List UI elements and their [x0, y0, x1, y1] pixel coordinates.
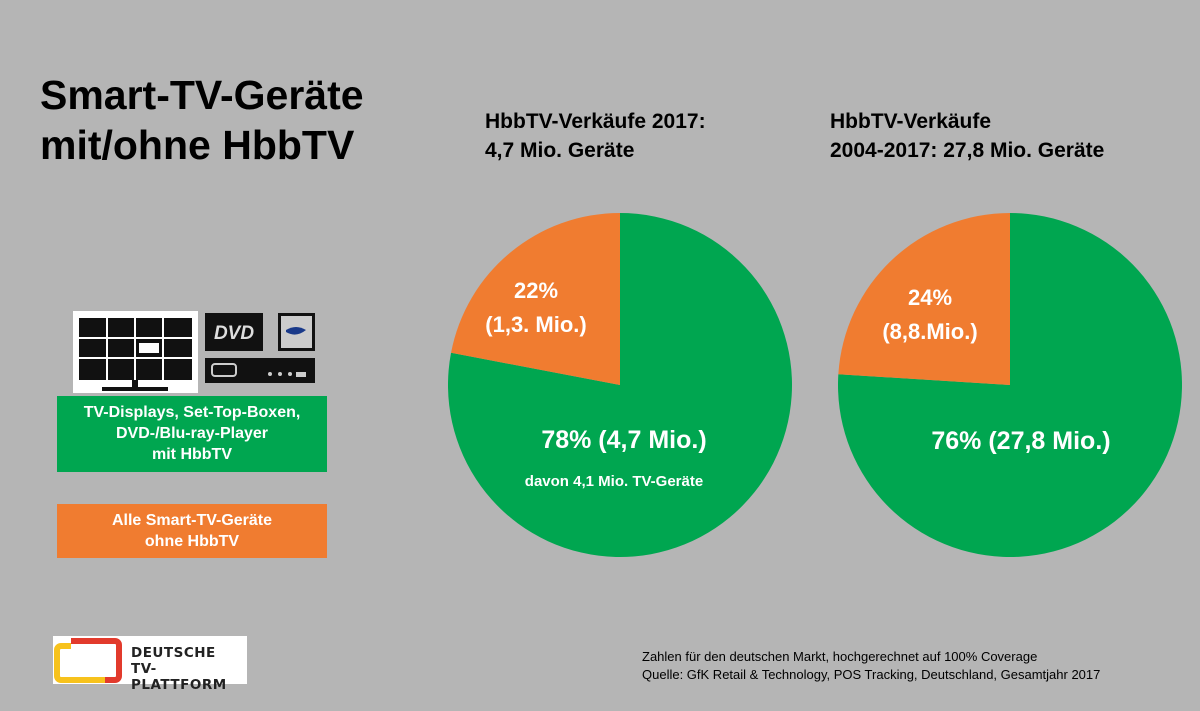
footer-line: Quelle: GfK Retail & Technology, POS Tra…	[642, 667, 1101, 682]
pie1-orange-label: 22%	[514, 278, 558, 303]
pie1-title: HbbTV-Verkäufe 2017: 4,7 Mio. Geräte	[485, 107, 706, 165]
legend-text: mit HbbTV	[152, 446, 232, 463]
svg-text:DVD: DVD	[214, 323, 254, 344]
dvd-icon: DVD	[205, 313, 263, 351]
pie2-orange-label: 24%	[908, 285, 952, 310]
logo-text: DEUTSCHE TV-PLATTFORM	[131, 645, 247, 693]
pie2-title: HbbTV-Verkäufe 2004-2017: 27,8 Mio. Gerä…	[830, 107, 1104, 165]
pie-chart-2017	[448, 213, 793, 557]
pie1-title-line: HbbTV-Verkäufe 2017:	[485, 110, 706, 133]
deutsche-tv-plattform-logo: DEUTSCHE TV-PLATTFORM	[53, 636, 247, 693]
pie1-green-sublabel: davon 4,1 Mio. TV-Geräte	[525, 473, 703, 490]
title-line: Smart-TV-Geräte	[40, 72, 364, 118]
legend-text: TV-Displays, Set-Top-Boxen,	[83, 404, 301, 421]
tv-display-icon	[73, 311, 198, 393]
pie1-title-line: 4,7 Mio. Geräte	[485, 139, 635, 162]
pie1-slice-without-hbbtv	[451, 213, 620, 385]
legend-with-hbbtv: TV-Displays, Set-Top-Boxen, DVD-/Blu-ray…	[57, 396, 327, 472]
logo-line: TV-PLATTFORM	[131, 661, 227, 693]
pie2-slice-without-hbbtv	[838, 213, 1010, 385]
logo-line: DEUTSCHE	[131, 645, 216, 661]
pie2-title-line: HbbTV-Verkäufe	[830, 110, 992, 133]
title-line: mit/ohne HbbTV	[40, 122, 355, 168]
pie1-orange-label: (1,3. Mio.)	[485, 312, 586, 337]
page-title: Smart-TV-Geräte mit/ohne HbbTV	[40, 70, 364, 170]
legend-text: Alle Smart-TV-Geräte	[111, 512, 273, 529]
pie-chart-2004-2017	[838, 213, 1182, 557]
source-note: Zahlen für den deutschen Markt, hochgere…	[642, 648, 1100, 684]
pie2-orange-label: (8,8.Mio.)	[882, 319, 977, 344]
footer-line: Zahlen für den deutschen Markt, hochgere…	[642, 649, 1038, 664]
pie2-green-label: 76% (27,8 Mio.)	[931, 427, 1110, 455]
legend-without-hbbtv: Alle Smart-TV-Geräte ohne HbbTV	[57, 504, 327, 558]
set-top-box-icon	[205, 358, 315, 383]
legend-text: ohne HbbTV	[144, 533, 240, 550]
blu-ray-icon	[278, 313, 315, 351]
pie1-green-label: 78% (4,7 Mio.)	[541, 426, 706, 454]
pie2-title-line: 2004-2017: 27,8 Mio. Geräte	[830, 139, 1105, 162]
legend-text: DVD-/Blu-ray-Player	[115, 425, 269, 442]
